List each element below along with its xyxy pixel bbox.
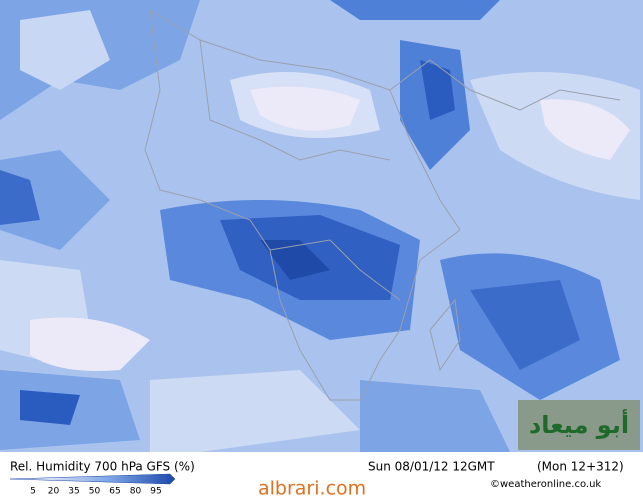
legend-tick-label: 95 [150, 487, 161, 497]
footer [0, 452, 643, 499]
credit: ©weatheronline.co.uk [490, 479, 601, 490]
legend-tick-label: 20 [48, 487, 60, 497]
map-title: Rel. Humidity 700 hPa GFS (%) [10, 460, 195, 474]
watermark: albrari.com [258, 478, 366, 500]
logo: أبو ميعاد [518, 400, 640, 450]
legend-ticks: 5 20 35 50 65 80 95 [30, 487, 162, 497]
run-info: (Mon 12+312) [537, 460, 624, 474]
legend-tick-label: 35 [68, 487, 79, 497]
legend-tick-label: 80 [130, 487, 142, 497]
legend-tick-label: 65 [109, 487, 120, 497]
legend-tick-label: 5 [30, 487, 36, 497]
legend-tick-label: 50 [89, 487, 101, 497]
logo-text: أبو ميعاد [529, 409, 629, 439]
legend-bar [9, 473, 176, 485]
borders [144, 9, 621, 401]
valid-time: Sun 08/01/12 12GMT [368, 460, 495, 474]
humidity-field [0, 0, 643, 452]
